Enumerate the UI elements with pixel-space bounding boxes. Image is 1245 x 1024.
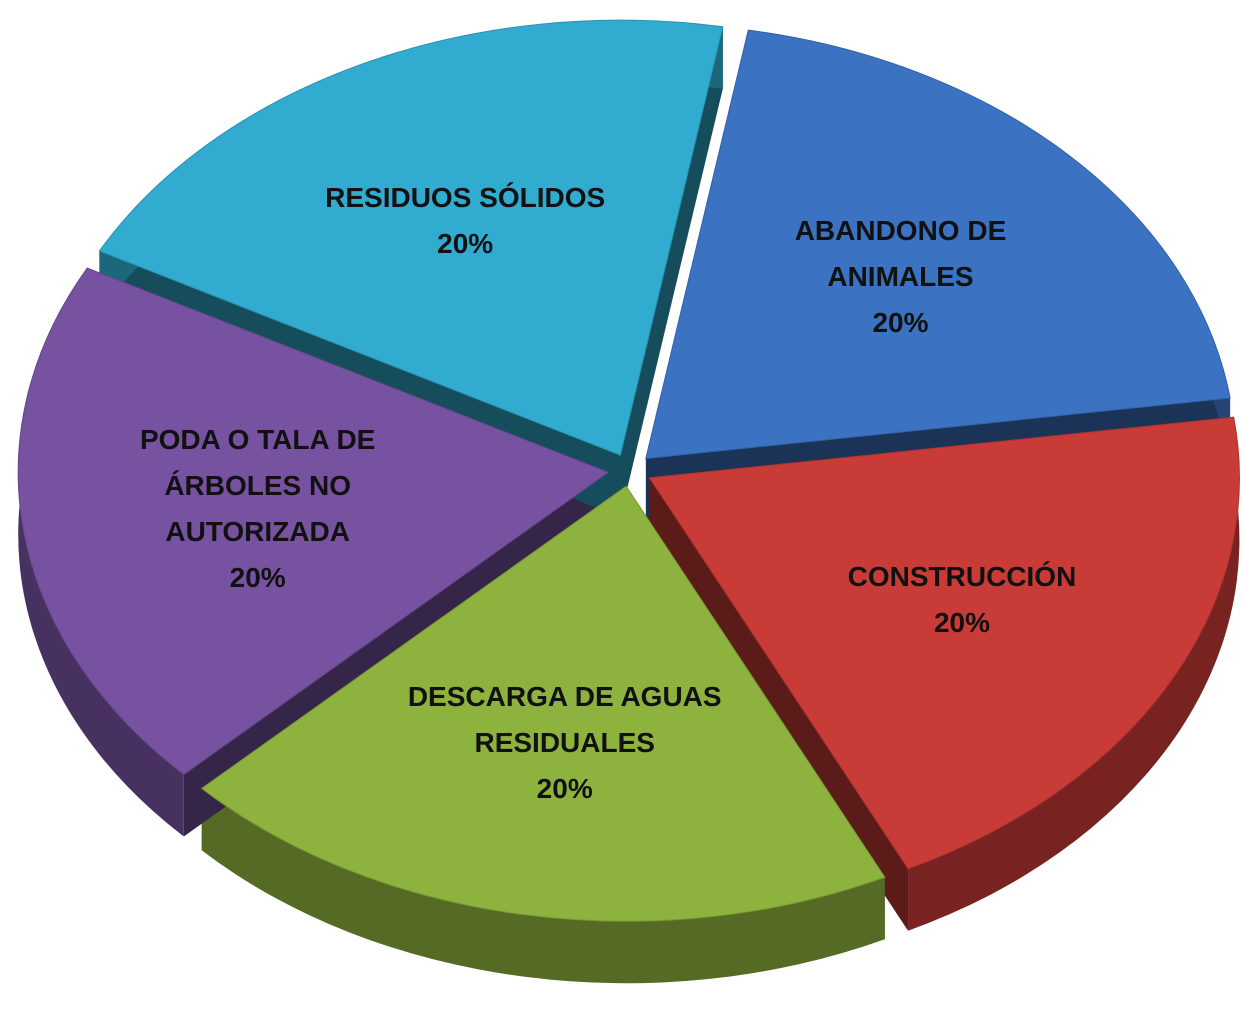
value-label: 20% [872,307,929,339]
slice-side [908,417,1240,931]
slice [17,267,610,776]
slice [98,19,724,456]
value-label: 20% [536,773,593,805]
slice-tops [17,19,1240,922]
value-label: 20% [437,227,494,259]
slice-label: CONSTRUCCIÓN 20% [802,554,1122,646]
category-label: DESCARGA DE AGUAS RESIDUALES [407,681,722,759]
slice-label: PODA O TALA DE ÁRBOLES NO AUTORIZADA 20% [123,417,393,601]
slice-side [201,788,885,984]
category-label: PODA O TALA DE ÁRBOLES NO AUTORIZADA [139,423,376,547]
slice [645,29,1231,460]
slice [648,416,1240,870]
slice-label: ABANDONO DE ANIMALES 20% [775,208,1025,346]
slice-wall [645,30,1231,521]
category-label: ABANDONO DE ANIMALES [794,215,1007,293]
slice [200,485,886,922]
category-label: CONSTRUCCIÓN [847,561,1077,593]
slice-label: RESIDUOS SÓLIDOS 20% [300,175,630,267]
category-label: RESIDUOS SÓLIDOS [325,181,606,213]
value-label: 20% [229,561,286,593]
slice-side [18,268,184,837]
slice-label: DESCARGA DE AGUAS RESIDUALES 20% [405,674,725,812]
value-label: 20% [933,607,990,639]
